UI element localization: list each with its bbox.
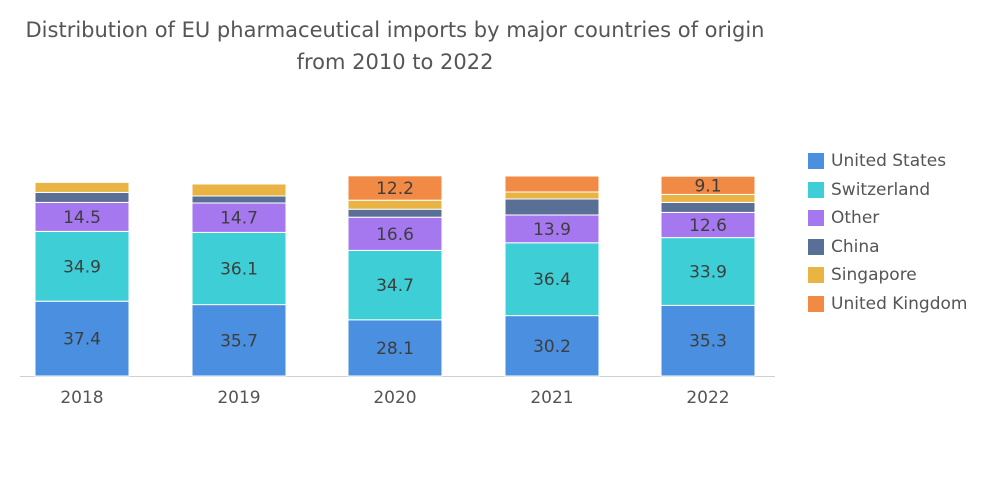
- legend-item-switzerland[interactable]: Switzerland: [808, 176, 967, 205]
- x-tick-label-2020: 2020: [373, 388, 416, 408]
- legend-label: United Kingdom: [831, 293, 968, 314]
- legend-swatch: [808, 238, 824, 255]
- legend-item-china[interactable]: China: [808, 233, 967, 262]
- x-tick-label-2018: 2018: [60, 388, 103, 408]
- bar-segment-singapore-2020: [347, 199, 443, 210]
- bar-segment-china-2020: [347, 208, 443, 218]
- chart-title: Distribution of EU pharmaceutical import…: [25, 18, 765, 42]
- bar-segment-singapore-2019: [191, 183, 287, 197]
- legend-swatch: [808, 153, 824, 170]
- bar-segment-china-2021: [504, 198, 600, 216]
- legend-item-singapore[interactable]: Singapore: [808, 261, 967, 290]
- legend-swatch: [808, 267, 824, 284]
- legend-label: China: [831, 236, 880, 257]
- legend-item-united-states[interactable]: United States: [808, 147, 967, 176]
- legend-label: Other: [831, 208, 880, 229]
- bar-segment-singapore-2018: [34, 181, 130, 193]
- x-tick-label-2019: 2019: [217, 388, 260, 408]
- bar-segment-united-states-2020: [347, 319, 443, 377]
- data-label-united-kingdom-2020: 12.2: [376, 179, 414, 199]
- data-label-other-2020: 16.6: [376, 225, 414, 245]
- bar-segment-united-kingdom-2021: [504, 175, 600, 193]
- data-label-other-2021: 13.9: [533, 220, 571, 240]
- legend-label: Singapore: [831, 265, 917, 286]
- data-label-switzerland-2020: 34.7: [376, 276, 414, 296]
- bar-segment-china-2019: [191, 195, 287, 204]
- data-label-united-states-2022: 35.3: [689, 332, 727, 352]
- x-tick-label-2021: 2021: [530, 388, 573, 408]
- chart-subtitle: from 2010 to 2022: [296, 50, 494, 74]
- bar-segment-united-states-2019: [191, 304, 287, 377]
- data-label-united-kingdom-2022: 9.1: [694, 176, 721, 196]
- data-label-switzerland-2018: 34.9: [63, 257, 101, 277]
- data-label-switzerland-2022: 33.9: [689, 263, 727, 283]
- bar-segment-singapore-2021: [504, 191, 600, 200]
- bar-segment-united-states-2018: [34, 300, 130, 377]
- bar-segment-united-kingdom-2022: [660, 175, 756, 195]
- bar-segment-united-states-2021: [504, 315, 600, 377]
- bar-segment-united-kingdom-2020: [347, 175, 443, 201]
- legend-item-united-kingdom[interactable]: United Kingdom: [808, 290, 967, 319]
- data-label-united-states-2021: 30.2: [533, 337, 571, 357]
- legend-label: Switzerland: [831, 179, 931, 200]
- data-label-switzerland-2021: 36.4: [533, 270, 571, 290]
- data-label-other-2019: 14.7: [220, 209, 258, 229]
- legend-swatch: [808, 210, 824, 227]
- bar-segment-other-2022: [660, 211, 756, 239]
- x-tick-label-2022: 2022: [686, 388, 729, 408]
- data-label-other-2018: 14.5: [63, 208, 101, 228]
- data-label-switzerland-2019: 36.1: [220, 260, 258, 280]
- bar-segment-china-2022: [660, 201, 756, 213]
- legend: United States Switzerland Other China Singap…: [808, 147, 967, 318]
- bar-segment-switzerland-2022: [660, 237, 756, 306]
- legend-item-other[interactable]: Other: [808, 204, 967, 233]
- data-label-united-states-2019: 35.7: [220, 331, 258, 351]
- bar-segment-united-states-2022: [660, 304, 756, 377]
- bar-segment-switzerland-2021: [504, 242, 600, 317]
- bar-segment-china-2018: [34, 191, 130, 203]
- bar-segment-switzerland-2018: [34, 230, 130, 302]
- data-label-united-states-2018: 37.4: [63, 330, 101, 350]
- legend-swatch: [808, 295, 824, 312]
- legend-swatch: [808, 181, 824, 198]
- legend-label: United States: [831, 151, 947, 172]
- bar-segment-switzerland-2019: [191, 231, 287, 306]
- bar-segment-other-2021: [504, 214, 600, 244]
- data-label-other-2022: 12.6: [689, 216, 727, 236]
- data-label-united-states-2020: 28.1: [376, 339, 414, 359]
